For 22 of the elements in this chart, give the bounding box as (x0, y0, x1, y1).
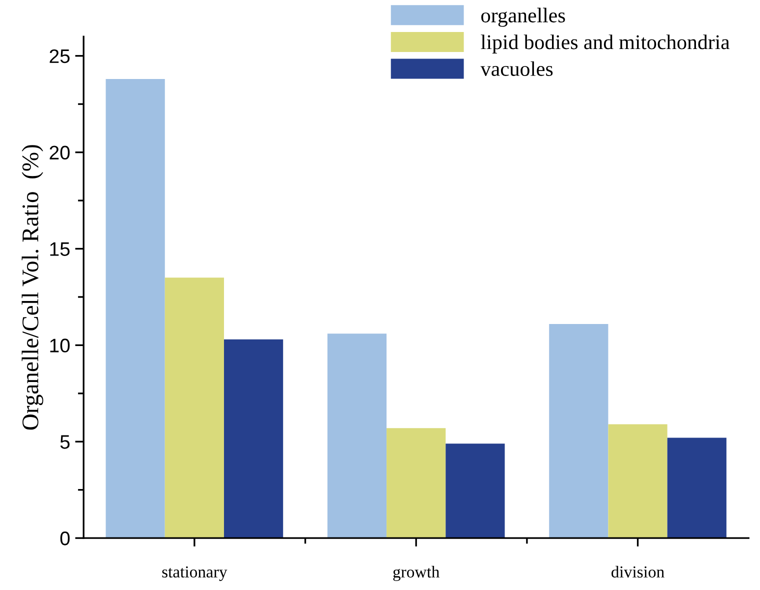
x-tick-label: growth (393, 566, 440, 582)
y-tick-label: 15 (50, 242, 70, 256)
y-tick-label: 0 (60, 532, 70, 546)
bar (386, 428, 446, 538)
y-axis-title: Organelle/Cell Vol. Ratio (%) (22, 145, 44, 430)
bar (608, 424, 668, 538)
legend-label: lipid bodies and mitochondria (480, 34, 730, 54)
bar (549, 324, 608, 538)
bar (446, 444, 505, 538)
y-tick-label: 20 (50, 146, 70, 160)
bar (164, 278, 224, 538)
legend-label: vacuoles (480, 61, 553, 76)
bar (106, 79, 165, 538)
legend-label: organelles (481, 8, 565, 27)
x-tick-label: stationary (162, 566, 228, 581)
bar (327, 334, 387, 538)
bar (224, 339, 284, 538)
y-tick-label: 10 (50, 338, 70, 352)
x-tick-label: division (612, 566, 664, 578)
bar (667, 438, 726, 538)
y-tick-label: 5 (60, 435, 70, 449)
y-tick-label: 25 (50, 49, 70, 64)
